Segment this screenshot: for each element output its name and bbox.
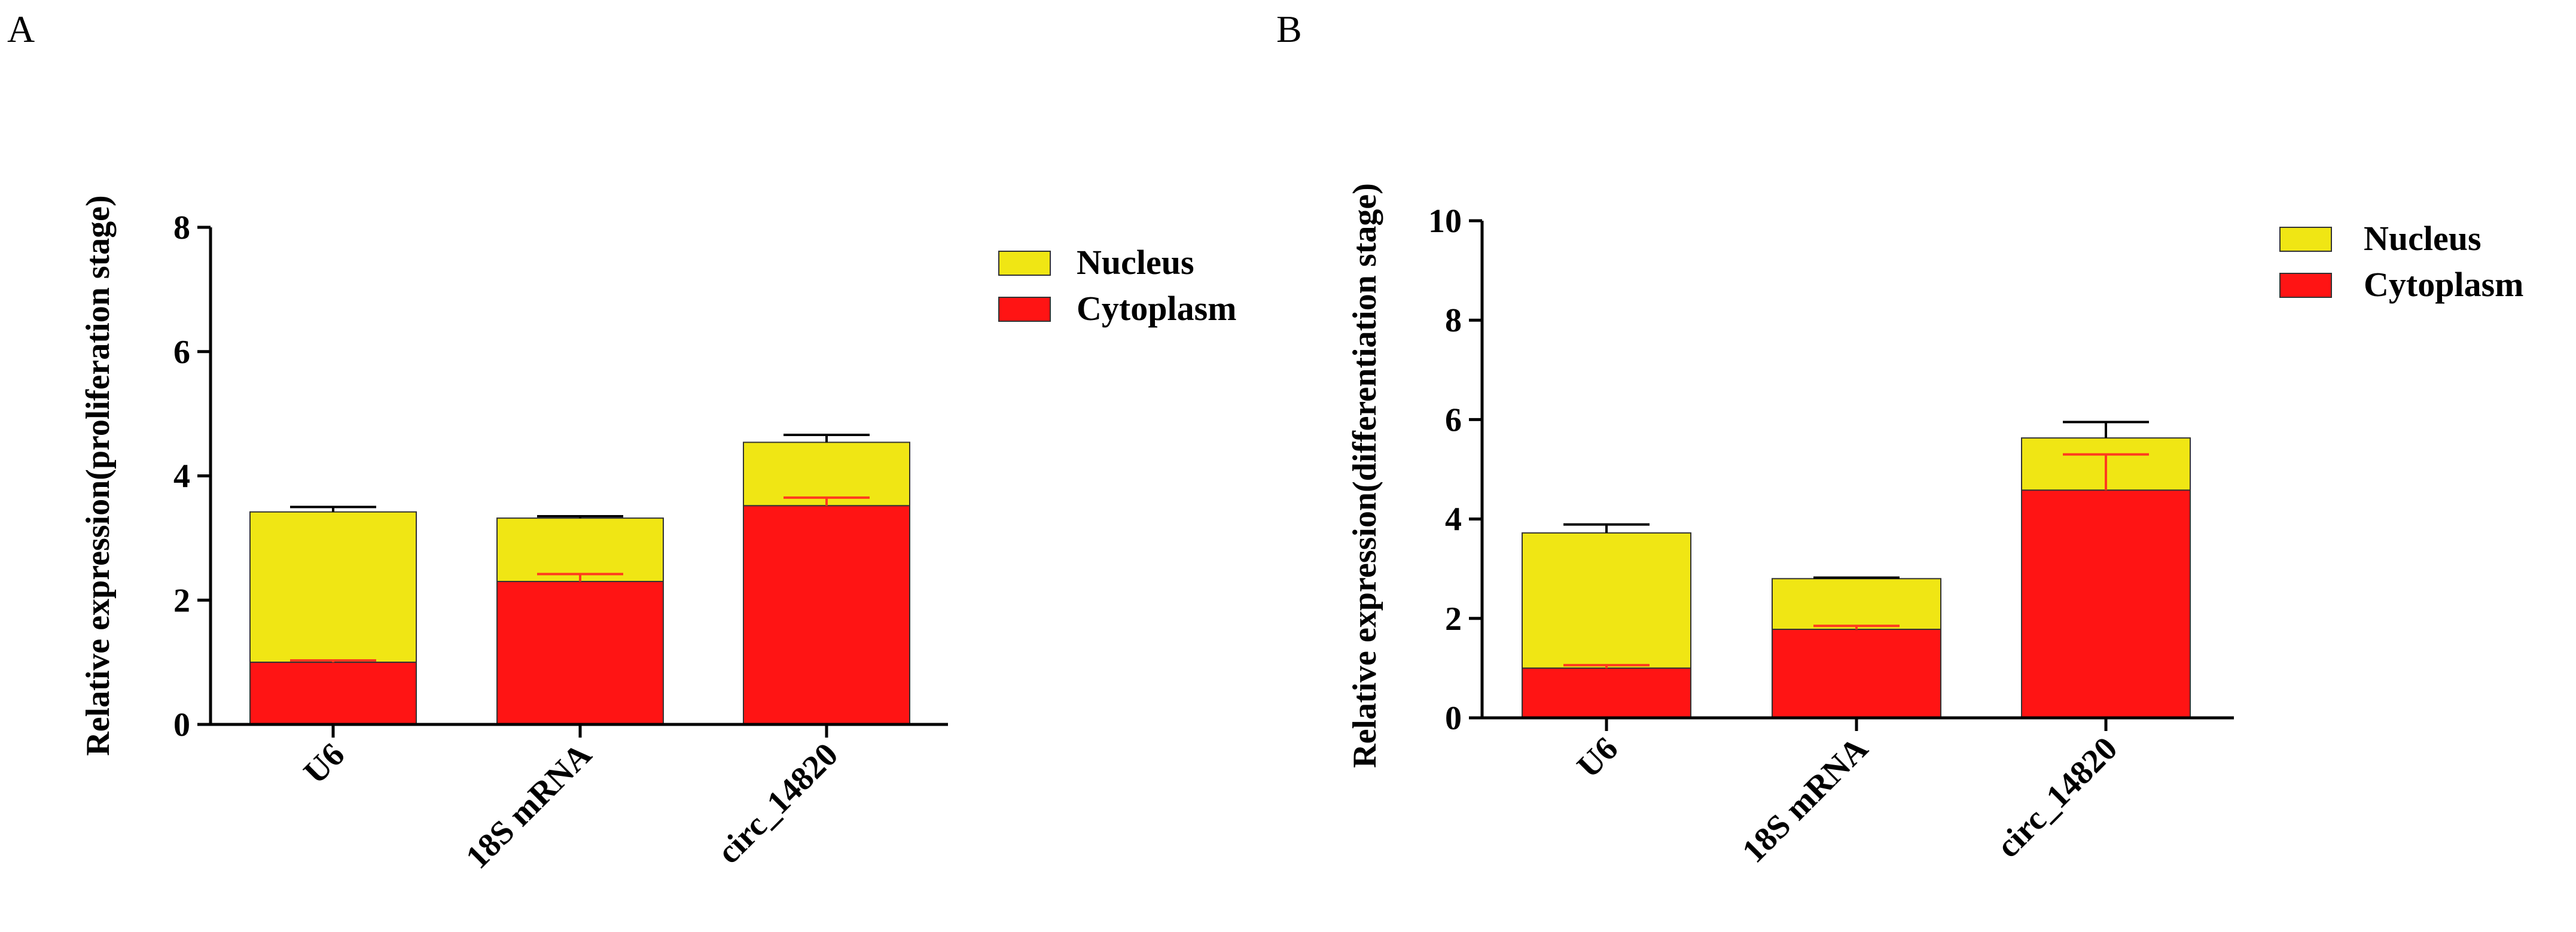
panel-letter-a: A	[7, 8, 35, 50]
bar-cytoplasm-1	[1772, 629, 1941, 719]
y-tick-label: 8	[1445, 302, 1462, 339]
bar-cytoplasm-2	[2021, 489, 2191, 718]
legend: Nucleus Cytoplasm	[2279, 219, 2523, 304]
y-tick-label: 6	[1445, 401, 1462, 438]
panel-letter-b: B	[1276, 8, 1302, 50]
legend: Nucleus Cytoplasm	[998, 243, 1236, 328]
y-axis-title: Relative expression(proliferation stage)	[80, 195, 117, 756]
y-tick-label: 4	[173, 458, 190, 495]
legend-swatch-cytoplasm	[998, 297, 1051, 322]
y-tick-label: 0	[1445, 700, 1462, 737]
bar-nucleus-1	[496, 517, 664, 583]
y-tick-label: 2	[1445, 601, 1462, 638]
bar-cytoplasm-2	[743, 505, 910, 725]
legend-label-cytoplasm: Cytoplasm	[1077, 289, 1236, 328]
legend-swatch-nucleus	[2279, 227, 2332, 252]
legend-label-cytoplasm: Cytoplasm	[2364, 265, 2523, 304]
bar-nucleus-2	[743, 441, 910, 507]
bar-cytoplasm-0	[1522, 667, 1691, 719]
bar-nucleus-0	[1522, 532, 1691, 669]
x-tick-label: 18S mRNA	[459, 736, 599, 876]
panel-b: B Relative expression(differentiation st…	[1276, 8, 2523, 870]
plot-area: 0 2 4 6 8 10 U6 18S mRNA circ_14820	[1428, 203, 2234, 870]
y-tick-label: 2	[173, 582, 190, 619]
bar-cytoplasm-0	[249, 662, 417, 725]
y-tick-label: 0	[173, 706, 190, 744]
legend-label-nucleus: Nucleus	[2364, 219, 2482, 258]
bar-nucleus-0	[249, 511, 417, 663]
x-tick-label: circ_14820	[1990, 730, 2125, 865]
y-tick-label: 10	[1428, 203, 1462, 240]
x-tick-label: 18S mRNA	[1735, 730, 1876, 870]
legend-label-nucleus: Nucleus	[1077, 243, 1194, 282]
panel-a: A Relative expression(proliferation stag…	[7, 8, 1236, 876]
bar-cytoplasm-1	[496, 581, 664, 726]
x-tick-label: U6	[297, 736, 352, 791]
plot-area: 0 2 4 6 8 U6 18S mRNA circ_14820	[173, 209, 948, 876]
bar-nucleus-1	[1772, 578, 1941, 631]
x-tick-label: circ_14820	[711, 736, 846, 871]
y-tick-label: 6	[173, 334, 190, 371]
y-tick-label: 4	[1445, 501, 1462, 538]
legend-swatch-cytoplasm	[2279, 273, 2332, 298]
y-tick-label: 8	[173, 209, 190, 246]
y-axis-title: Relative expression(differentiation stag…	[1346, 183, 1383, 768]
legend-swatch-nucleus	[998, 251, 1051, 276]
x-tick-label: U6	[1570, 730, 1625, 785]
